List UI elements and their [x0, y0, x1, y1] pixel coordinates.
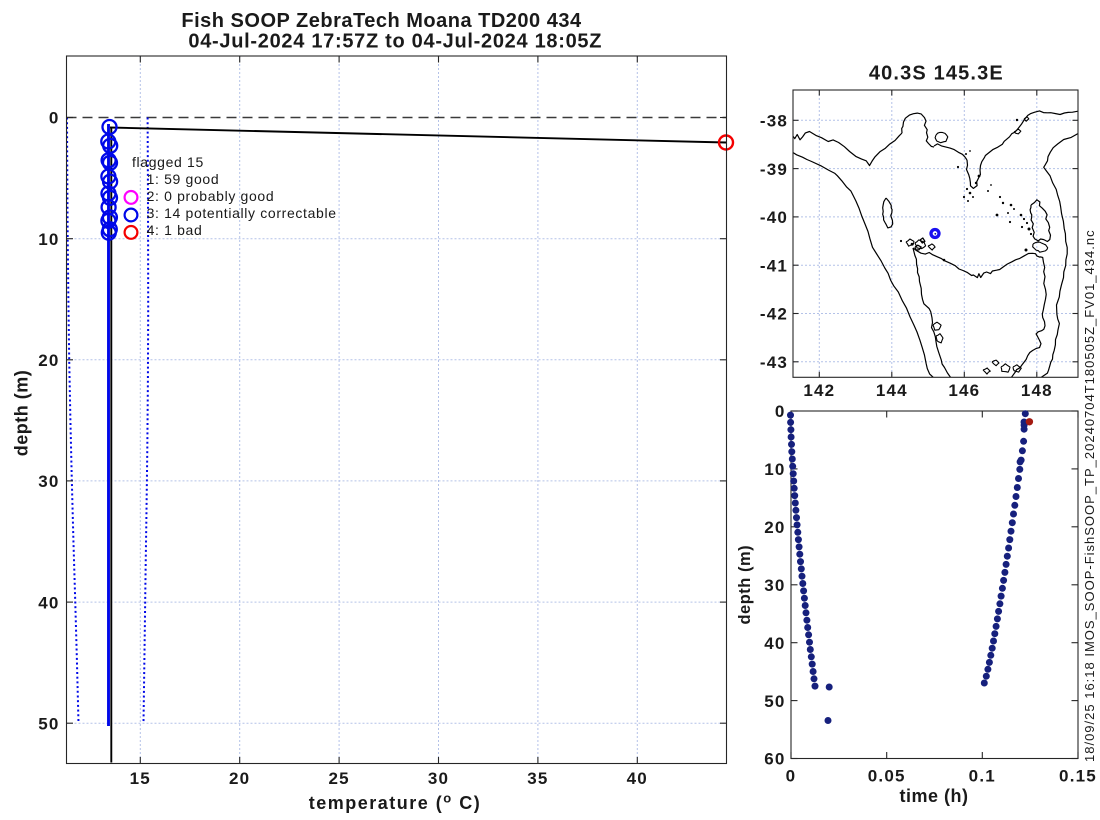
svg-text:2: 0 probably good: 2: 0 probably good	[147, 188, 275, 204]
svg-text:0: 0	[775, 402, 786, 421]
svg-text:flagged 15: flagged 15	[132, 154, 204, 170]
svg-text:0: 0	[49, 109, 60, 128]
svg-text:40: 40	[627, 769, 648, 788]
svg-text:35: 35	[527, 769, 548, 788]
svg-text:depth (m): depth (m)	[12, 370, 32, 456]
svg-text:-41: -41	[760, 256, 788, 275]
svg-text:50: 50	[764, 692, 785, 711]
svg-text:40.3S 145.3E: 40.3S 145.3E	[869, 63, 1004, 85]
svg-text:30: 30	[428, 769, 449, 788]
svg-text:-40: -40	[760, 208, 788, 227]
svg-text:146: 146	[948, 381, 980, 400]
svg-text:18/09/25 16:18 IMOS_SOOP-FishS: 18/09/25 16:18 IMOS_SOOP-FishSOOP_TP_202…	[1082, 229, 1097, 762]
svg-text:10: 10	[764, 460, 785, 479]
svg-text:-42: -42	[760, 305, 788, 324]
svg-text:15: 15	[130, 769, 151, 788]
svg-text:temperature (o C): temperature (o C)	[309, 791, 481, 814]
svg-text:0.15: 0.15	[1059, 767, 1097, 786]
svg-text:50: 50	[38, 715, 59, 734]
svg-text:20: 20	[229, 769, 250, 788]
svg-text:depth (m): depth (m)	[736, 545, 754, 625]
svg-text:20: 20	[764, 518, 785, 537]
svg-text:-38: -38	[760, 112, 788, 131]
svg-text:144: 144	[876, 381, 908, 400]
svg-text:10: 10	[38, 230, 59, 249]
svg-text:40: 40	[38, 593, 59, 612]
svg-text:40: 40	[764, 634, 785, 653]
svg-text:-43: -43	[760, 353, 788, 372]
svg-text:time (h): time (h)	[900, 786, 969, 806]
svg-text:1: 59 good: 1: 59 good	[147, 171, 220, 187]
svg-text:0.1: 0.1	[969, 767, 996, 786]
svg-text:142: 142	[803, 381, 835, 400]
svg-text:20: 20	[38, 351, 59, 370]
svg-text:30: 30	[38, 472, 59, 491]
svg-text:0.05: 0.05	[868, 767, 906, 786]
svg-text:3: 14 potentially correctable: 3: 14 potentially correctable	[147, 205, 337, 221]
svg-text:Fish SOOP ZebraTech Moana TD20: Fish SOOP ZebraTech Moana TD200 434	[181, 10, 582, 32]
svg-text:30: 30	[764, 576, 785, 595]
svg-text:0: 0	[786, 767, 797, 786]
svg-text:60: 60	[764, 750, 785, 769]
svg-text:04-Jul-2024 17:57Z to 04-Jul-2: 04-Jul-2024 17:57Z to 04-Jul-2024 18:05Z	[188, 31, 602, 53]
svg-text:148: 148	[1021, 381, 1053, 400]
svg-text:25: 25	[328, 769, 349, 788]
svg-text:4: 1 bad: 4: 1 bad	[147, 222, 203, 238]
svg-text:-39: -39	[760, 160, 788, 179]
